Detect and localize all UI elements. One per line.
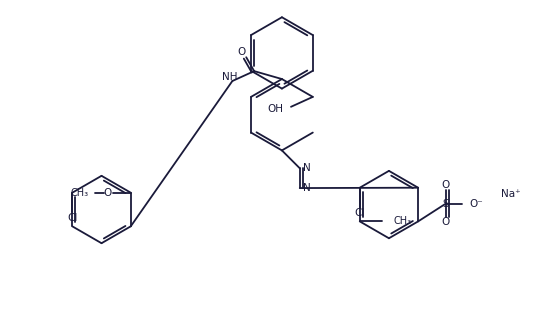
Text: O: O [237, 47, 245, 57]
Text: O: O [442, 180, 450, 190]
Text: NH: NH [222, 72, 237, 82]
Text: O⁻: O⁻ [470, 198, 483, 209]
Text: CH₃: CH₃ [394, 216, 412, 226]
Text: S: S [443, 198, 449, 209]
Text: CH₃: CH₃ [71, 188, 89, 198]
Text: Cl: Cl [355, 208, 365, 218]
Text: O: O [442, 217, 450, 227]
Text: N: N [303, 163, 311, 173]
Text: O: O [104, 188, 112, 198]
Text: Na⁺: Na⁺ [501, 189, 521, 199]
Text: N: N [303, 183, 311, 193]
Text: OH: OH [267, 104, 283, 114]
Text: Cl: Cl [67, 213, 78, 223]
